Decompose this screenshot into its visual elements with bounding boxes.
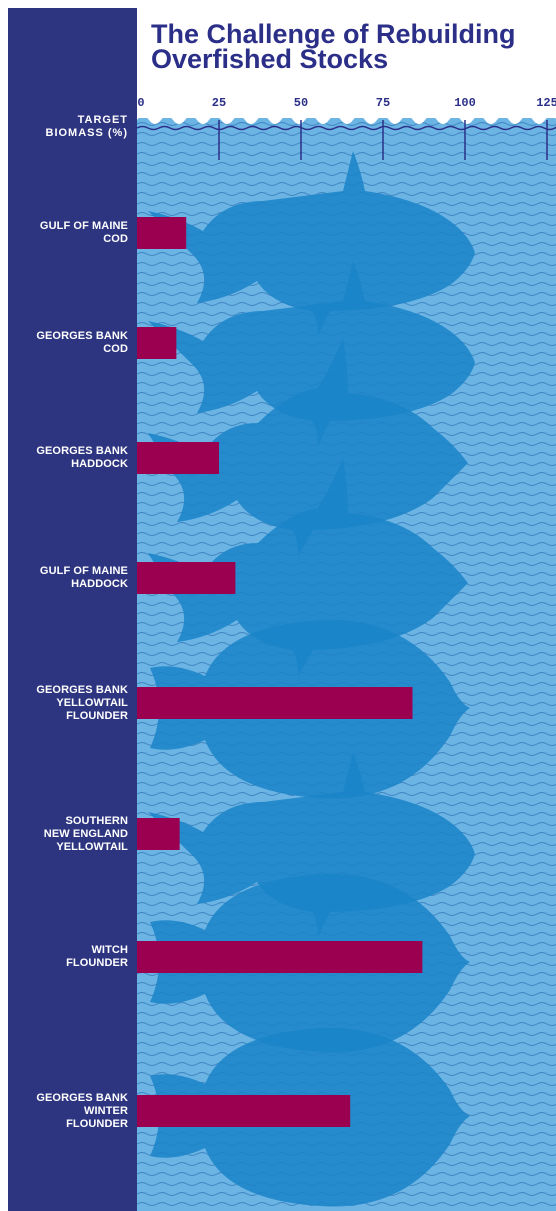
- data-bar: [137, 687, 413, 719]
- category-label: GULF OF MAINE COD: [10, 220, 128, 246]
- wave-line: [136, 172, 556, 176]
- category-label: SOUTHERN NEW ENGLAND YELLOWTAIL: [10, 815, 128, 854]
- x-tick-label: 0: [137, 96, 145, 110]
- wave-line: [136, 132, 556, 136]
- x-axis-line: [136, 125, 556, 131]
- haddock-fish-silhouette: [148, 458, 468, 676]
- category-label-line: WINTER: [84, 1104, 128, 1117]
- category-label-line: YELLOWTAIL: [56, 840, 128, 853]
- category-label-line: GEORGES BANK: [36, 683, 128, 696]
- category-label-line: GULF OF MAINE: [39, 220, 128, 232]
- data-bar: [137, 941, 423, 973]
- category-label-line: GEORGES BANK: [36, 330, 128, 342]
- data-bar: [137, 327, 177, 359]
- category-label-line: FLOUNDER: [66, 709, 128, 722]
- data-bar: [137, 562, 236, 594]
- category-label: GEORGES BANK COD: [10, 330, 128, 356]
- category-label-line: NEW ENGLAND: [43, 827, 128, 840]
- x-axis-title: TARGET BIOMASS (%): [45, 114, 128, 139]
- category-label-line: GEORGES BANK: [36, 1091, 128, 1104]
- cod-fish-silhouette: [148, 261, 475, 447]
- x-tick-label: 125: [536, 96, 556, 110]
- haddock-fish-silhouette: [148, 338, 468, 556]
- x-tick-label: 75: [375, 96, 391, 110]
- x-tick-label: 50: [293, 96, 309, 110]
- data-bar: [137, 442, 219, 474]
- wave-line: [136, 142, 556, 146]
- data-bar: [137, 818, 180, 850]
- category-label: WITCH FLOUNDER: [10, 944, 128, 970]
- category-label-line: GEORGES BANK: [36, 445, 128, 457]
- cod-fish-silhouette: [148, 151, 475, 337]
- category-label-line: HADDOCK: [71, 458, 128, 470]
- category-label-line: FLOUNDER: [66, 957, 128, 969]
- category-label-line: HADDOCK: [71, 578, 128, 590]
- category-label-line: YELLOWTAIL: [56, 696, 128, 709]
- category-label: GEORGES BANK WINTER FLOUNDER: [10, 1092, 128, 1131]
- category-label-line: FLOUNDER: [66, 1117, 128, 1130]
- category-label-line: SOUTHERN: [65, 814, 128, 827]
- category-label: GULF OF MAINE HADDOCK: [10, 565, 128, 591]
- data-bar: [137, 1095, 351, 1127]
- category-label-line: COD: [103, 233, 128, 245]
- category-label: GEORGES BANK HADDOCK: [10, 445, 128, 471]
- sea-surface-edge: [137, 110, 556, 124]
- wave-line: [136, 152, 556, 156]
- wave-line: [136, 162, 556, 166]
- data-bar: [137, 217, 187, 249]
- category-label: GEORGES BANK YELLOWTAIL FLOUNDER: [10, 684, 128, 723]
- x-tick-label: 100: [454, 96, 476, 110]
- category-label-line: WITCH: [91, 944, 128, 956]
- category-label-line: GULF OF MAINE: [39, 565, 128, 577]
- category-label-line: COD: [103, 343, 128, 355]
- x-tick-label: 25: [211, 96, 227, 110]
- label-sidebar: [8, 8, 137, 1211]
- chart-title: The Challenge of Rebuilding Overfished S…: [151, 19, 516, 74]
